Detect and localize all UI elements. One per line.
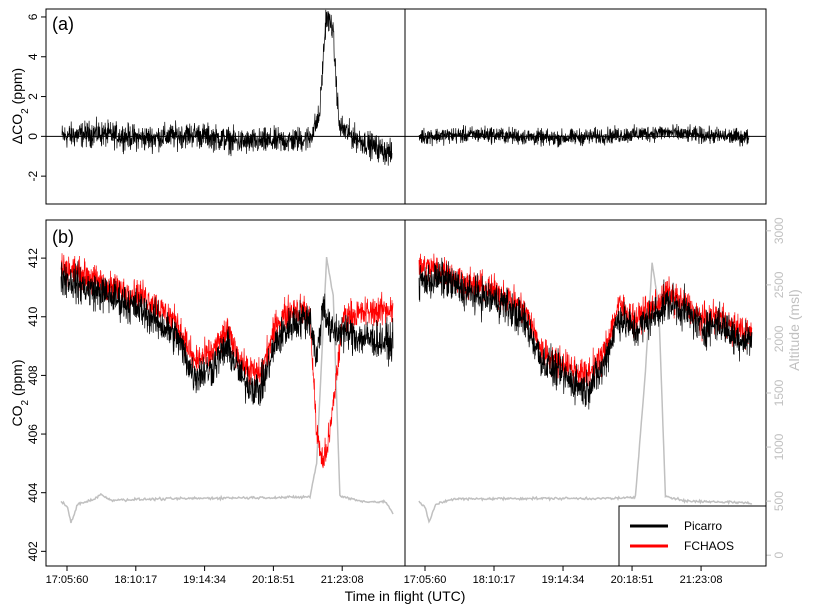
- panel-b-y-label: CO2 (ppm): [9, 359, 31, 426]
- panel-b-picarro-line-right: [418, 257, 753, 410]
- panel-b: 402 404 406 408 410 412 0 500 1000 1500 2000 2500 3…: [9, 217, 802, 604]
- legend-label-fchaos: FCHAOS: [684, 539, 734, 553]
- altitude-tick-label: 0: [772, 552, 786, 559]
- xtick-label: 17:05:60: [404, 574, 447, 586]
- altitude-tick-label: 500: [772, 491, 786, 511]
- altitude-tick-label: 1000: [772, 433, 786, 460]
- altitude-tick-label: 2000: [772, 325, 786, 352]
- xtick-label: 20:18:51: [252, 574, 295, 586]
- panel-b-altitude-line-right: [418, 262, 753, 524]
- panel-b-ytick-label: 402: [26, 541, 40, 561]
- panel-b-ytick-label: 408: [26, 365, 40, 385]
- panel-a-ytick-label: 2: [26, 93, 40, 100]
- panel-a-ytick-label: -2: [26, 170, 40, 181]
- xtick-label: 18:10:17: [473, 574, 516, 586]
- xtick-label: 20:18:51: [611, 574, 654, 586]
- panel-b-picarro-line-left: [60, 261, 394, 406]
- panel-a-y-label-unit: (ppm): [9, 68, 25, 108]
- panel-a-ytick-label: 6: [26, 13, 40, 20]
- panel-b-x-axis: 17:05:60 18:10:17 19:14:34 20:18:51 21:23:08…: [46, 566, 723, 586]
- xtick-label: 21:23:08: [321, 574, 364, 586]
- panel-a-series: [61, 9, 750, 166]
- panel-b-y-axis: 402 404 406 408 410 412: [26, 248, 46, 561]
- xtick-label: 19:14:34: [542, 574, 585, 586]
- legend: Picarro FCHAOS: [618, 505, 767, 567]
- panel-a-label: (a): [52, 14, 74, 34]
- panel-b-altitude-label: Altitude (msl): [786, 289, 802, 371]
- panel-b-y-label-sub: 2: [20, 400, 31, 406]
- panel-a-delta-line-right: [418, 123, 750, 148]
- panel-b-altitude-line-left: [60, 256, 394, 524]
- panel-a-y-label-main: ΔCO: [9, 114, 25, 144]
- panel-a-ytick-label: 0: [26, 133, 40, 140]
- panel-a-y-label-sub: 2: [20, 108, 31, 114]
- panel-b-altitude-axis: 0 500 1000 1500 2000 2500 3000: [766, 217, 786, 559]
- panel-a-delta-line-left: [61, 9, 393, 166]
- xtick-label: 17:05:60: [46, 574, 89, 586]
- xtick-label: 19:14:34: [183, 574, 226, 586]
- altitude-tick-label: 3000: [772, 217, 786, 244]
- panel-b-y-label-unit: (ppm): [9, 359, 25, 399]
- panel-a-y-axis: -2 0 2 4 6: [26, 13, 46, 181]
- altitude-tick-label: 1500: [772, 379, 786, 406]
- panel-b-fchaos-line-right: [418, 253, 753, 390]
- x-axis-label: Time in flight (UTC): [345, 588, 466, 604]
- panel-b-series: [60, 253, 753, 524]
- xtick-label: 18:10:17: [114, 574, 157, 586]
- panel-a-ytick-label: 4: [26, 53, 40, 60]
- legend-label-picarro: Picarro: [684, 519, 722, 533]
- panel-b-ytick-label: 412: [26, 248, 40, 268]
- legend-box: [618, 505, 767, 567]
- panel-a-y-label: ΔCO2 (ppm): [9, 68, 31, 144]
- panel-b-ytick-label: 404: [26, 482, 40, 502]
- panel-b-y-label-main: CO: [9, 405, 25, 426]
- panel-a-frame: [45, 8, 767, 205]
- panel-b-ytick-label: 406: [26, 424, 40, 444]
- panel-b-label: (b): [52, 227, 74, 247]
- xtick-label: 21:23:08: [680, 574, 723, 586]
- panel-b-ytick-label: 410: [26, 306, 40, 326]
- altitude-tick-label: 2500: [772, 271, 786, 298]
